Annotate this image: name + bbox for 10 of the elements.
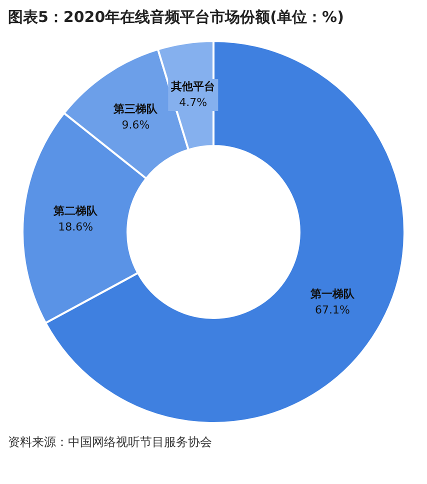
text: 资料来源：中国网络视听节目服务协会	[8, 434, 213, 451]
data-label: 18.6%	[58, 220, 94, 234]
chart-title: 图表5：2020年在线音频平台市场份额(单位：%)	[7, 7, 345, 28]
data-label: 67.1%	[314, 304, 350, 317]
slice-label: 第三梯队	[112, 102, 159, 116]
slice-label: 其他平台	[170, 80, 216, 93]
data-label: 9.6%	[122, 118, 150, 132]
data-label: 4.7%	[179, 96, 208, 109]
slice-label: 第二梯队	[52, 204, 99, 218]
slice-label: 第一梯队	[309, 288, 356, 301]
